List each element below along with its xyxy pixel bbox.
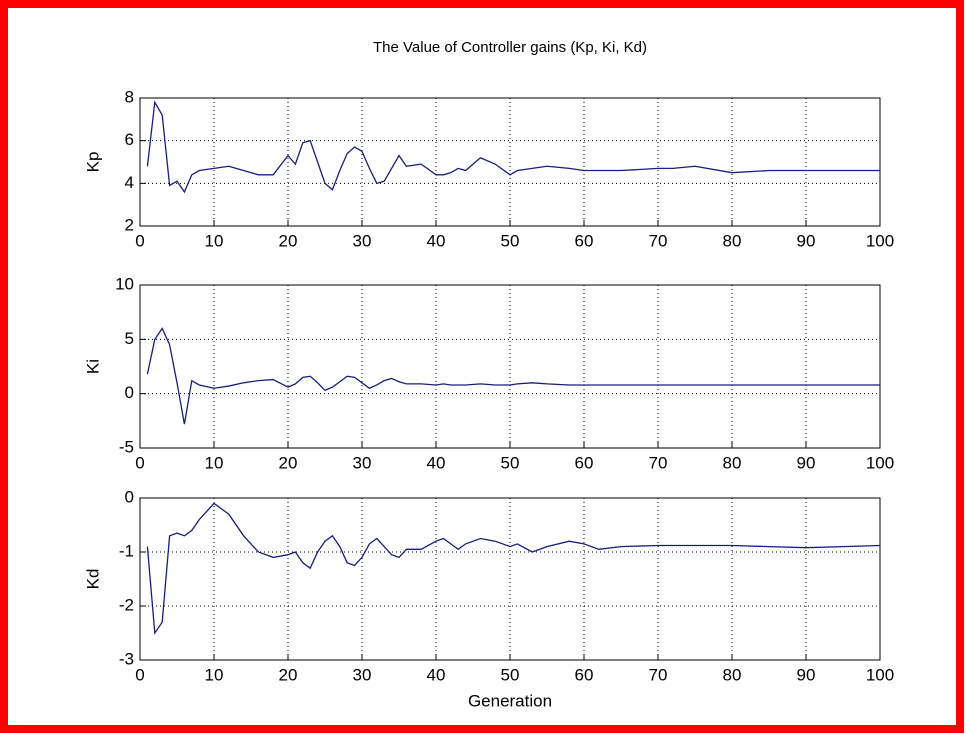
x-tick-label: 10 [205,665,224,684]
x-tick-label: 60 [575,231,594,250]
line [146,100,880,194]
y-tick-label: -3 [119,649,134,668]
line [146,327,880,425]
y-axis-label: Ki [83,359,102,374]
axes-box [139,497,881,661]
x-tick-label: 80 [723,665,742,684]
x-tick-label: 30 [353,665,372,684]
y-tick-label: 0 [125,487,134,506]
x-tick-label: 40 [427,453,446,472]
y-tick-label: -2 [119,595,134,614]
axes-box [139,284,881,449]
y-tick-label: -5 [119,437,134,456]
x-tick-label: 90 [797,453,816,472]
x-tick-label: 90 [797,231,816,250]
line [146,502,881,635]
x-tick-label: 100 [866,453,894,472]
x-tick-label: 80 [723,231,742,250]
y-tick-label: 4 [125,173,134,192]
x-tick-label: 40 [427,665,446,684]
x-tick-label: 70 [649,231,668,250]
x-tick-label: 90 [797,665,816,684]
x-tick-label: 50 [501,231,520,250]
y-axis-label: Kd [83,569,102,590]
x-tick-label: 70 [649,453,668,472]
x-tick-label: 60 [575,665,594,684]
x-tick-label: 100 [866,231,894,250]
x-tick-label: 60 [575,453,594,472]
axes-box [139,97,881,227]
y-tick-label: 0 [125,383,134,402]
x-tick-label: 40 [427,231,446,250]
y-tick-label: 10 [115,274,134,293]
x-tick-label: 20 [279,231,298,250]
x-tick-label: 100 [866,665,894,684]
plot-area [140,285,880,448]
x-tick-label: 10 [205,453,224,472]
x-tick-label: 80 [723,453,742,472]
x-tick-label: 30 [353,453,372,472]
x-tick-label: 0 [135,231,144,250]
y-axis-label: Kp [83,152,102,173]
x-tick-label: 50 [501,453,520,472]
x-tick-label: 30 [353,231,372,250]
x-tick-label: 0 [135,665,144,684]
x-tick-label: 20 [279,665,298,684]
x-tick-label: 0 [135,453,144,472]
x-tick-label: 50 [501,665,520,684]
chart-title: The Value of Controller gains (Kp, Ki, K… [373,39,647,56]
x-tick-label: 70 [649,665,668,684]
y-tick-label: 5 [125,329,134,348]
x-tick-label: 10 [205,231,224,250]
y-tick-label: -1 [119,541,134,560]
x-tick-label: 20 [279,453,298,472]
x-axis-label: Generation [468,691,552,710]
y-tick-label: 2 [125,215,134,234]
y-tick-label: 8 [125,87,134,106]
y-tick-label: 6 [125,130,134,149]
